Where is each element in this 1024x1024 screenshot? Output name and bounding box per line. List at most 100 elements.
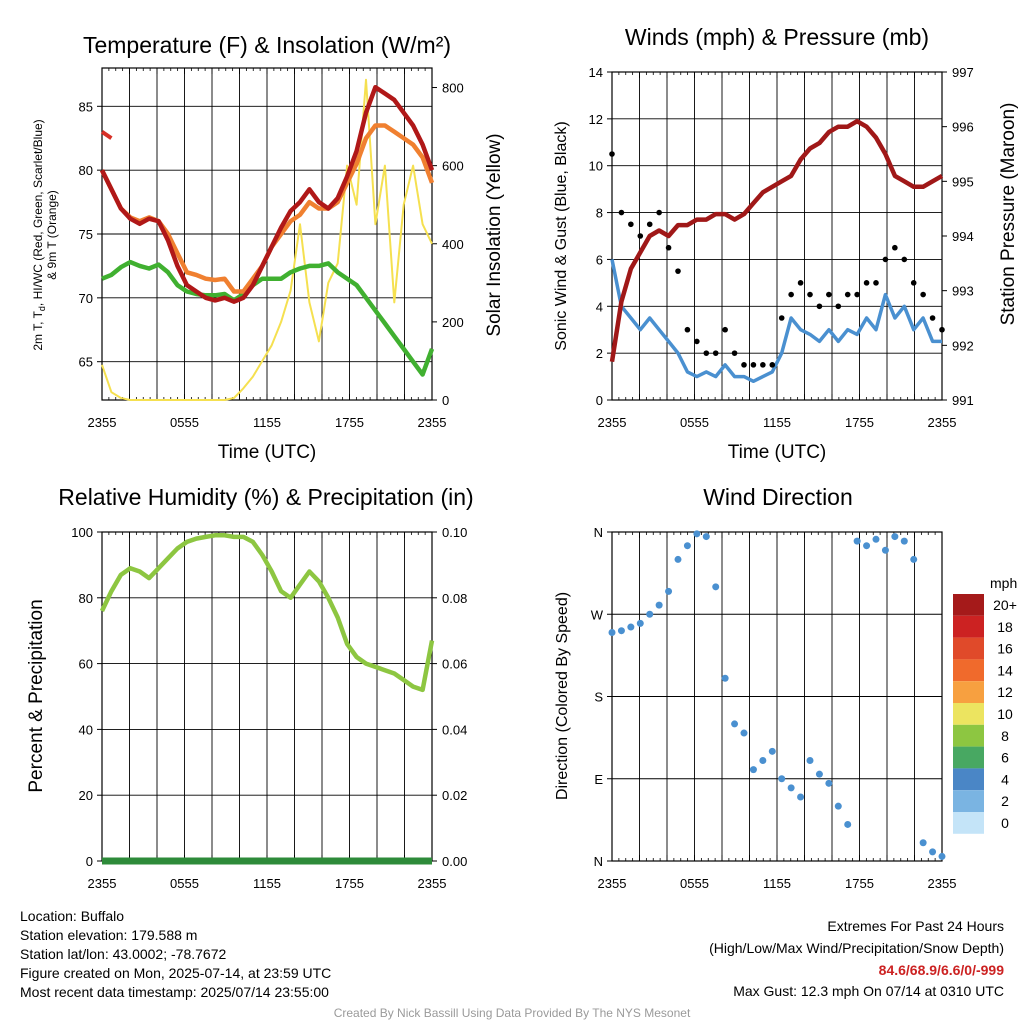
winds-chart-title: Winds (mph) & Pressure (mb) xyxy=(625,24,929,50)
gust-point xyxy=(854,291,860,298)
y-tick-label: 2 xyxy=(596,346,603,361)
temperature-ylabel-left-a: 2m T, T xyxy=(31,310,45,350)
gust-point xyxy=(760,362,766,368)
direction-point xyxy=(853,537,861,545)
temperature-plot: 65 70 75 80 85 0 200 400 600 800 2355 0555 1155 1755 2… xyxy=(79,67,464,430)
extremes-values: 84.6/68.9/6.6/0/-999 xyxy=(878,962,1004,978)
gust-point xyxy=(882,256,889,263)
legend-label: 10 xyxy=(997,706,1013,722)
gust-point xyxy=(797,280,804,286)
direction-point xyxy=(768,747,776,755)
x-tick-label: 2355 xyxy=(598,415,627,430)
direction-point xyxy=(929,848,937,856)
direction-point xyxy=(891,533,899,541)
y-tick-label: 75 xyxy=(79,227,93,242)
y2-tick-label: 600 xyxy=(442,159,464,174)
direction-point xyxy=(834,802,842,810)
temperature-ylabel-left: 2m T, Td, HI/WC (Red, Green, Scarlet/Blu… xyxy=(31,119,47,350)
legend-label: 12 xyxy=(997,684,1013,700)
legend-label: 18 xyxy=(997,619,1013,635)
gust-point xyxy=(722,326,728,333)
temperature-chart-title: Temperature (F) & Insolation (W/m²) xyxy=(83,32,451,58)
gust-point xyxy=(665,244,672,251)
series-line xyxy=(101,78,433,401)
legend-swatch xyxy=(953,703,984,725)
legend-swatch xyxy=(953,637,984,660)
legend-swatch xyxy=(953,768,984,791)
y-tick-label: 85 xyxy=(79,99,93,114)
y2-tick-label: 995 xyxy=(952,174,974,189)
y-tick-label: 10 xyxy=(589,159,603,174)
series-line xyxy=(99,533,435,693)
direction-point xyxy=(806,756,814,764)
direction-ylabel-left: Direction (Colored By Speed) xyxy=(554,592,571,800)
direction-point xyxy=(693,530,701,538)
direction-point xyxy=(646,610,654,618)
x-tick-label: 2355 xyxy=(88,415,117,430)
y2-tick-label: 994 xyxy=(952,229,974,244)
y2-tick-label: 993 xyxy=(952,284,974,299)
direction-point xyxy=(881,546,889,554)
direction-point xyxy=(721,674,729,682)
direction-plot: N E S W N 2355 0555 1155 1755 2355 xyxy=(591,525,957,891)
temperature-ylabel-right: Solar Insolation (Yellow) xyxy=(484,133,505,336)
legend-swatch xyxy=(953,594,984,616)
direction-point xyxy=(674,555,682,563)
direction-point xyxy=(844,820,852,828)
legend-swatch xyxy=(953,746,984,769)
plot-border xyxy=(101,67,433,401)
humidity-plot: 0 20 40 60 80 100 0.00 0.02 0.04 0.06 0.08 0.10 2355… xyxy=(71,525,467,891)
y-tick-label: 70 xyxy=(79,291,93,306)
gust-point xyxy=(694,338,700,345)
gust-point xyxy=(675,268,681,274)
gust-point xyxy=(835,303,842,310)
temperature-ylabel-left-b: , HI/WC (Red, Green, Scarlet/Blue) xyxy=(31,119,45,306)
y2-tick-label: 800 xyxy=(442,81,464,96)
legend-swatch xyxy=(953,724,984,747)
direction-chart-title: Wind Direction xyxy=(703,484,853,510)
direction-point xyxy=(636,619,644,627)
direction-point xyxy=(863,542,871,550)
location-text: Location: Buffalo xyxy=(20,908,125,924)
legend-swatch xyxy=(953,659,984,682)
x-tick-label: 2355 xyxy=(598,876,627,891)
x-tick-label: 2355 xyxy=(418,415,447,430)
y2-tick-label: 400 xyxy=(442,237,464,252)
gust-point xyxy=(929,315,936,321)
direction-point xyxy=(617,627,625,635)
legend-label: 6 xyxy=(1001,750,1009,766)
x-tick-label: 1155 xyxy=(763,876,791,891)
y2-tick-label: 0.06 xyxy=(442,657,467,672)
y2-tick-label: 997 xyxy=(952,65,974,80)
direction-point xyxy=(702,533,710,541)
gust-point xyxy=(901,256,908,263)
y-tick-label: 40 xyxy=(79,722,93,737)
direction-point xyxy=(655,601,663,609)
x-tick-label: 0555 xyxy=(170,415,199,430)
y2-tick-label: 996 xyxy=(952,120,974,135)
winds-ylabel-left: Sonic Wind & Gust (Blue, Black) xyxy=(553,121,570,350)
gust-point xyxy=(609,151,615,157)
x-tick-label: 1155 xyxy=(253,876,281,891)
y-tick-label: 6 xyxy=(596,252,603,267)
latlon-text: Station lat/lon: 43.0002; -78.7672 xyxy=(20,946,227,962)
series-line xyxy=(609,118,944,363)
x-tick-label: 0555 xyxy=(680,876,709,891)
gust-point xyxy=(750,362,757,368)
y-tick-label: N xyxy=(594,854,603,869)
y2-tick-label: 992 xyxy=(952,338,974,353)
gust-point xyxy=(684,326,691,333)
direction-point xyxy=(749,766,757,774)
direction-point xyxy=(787,784,795,792)
legend-swatch xyxy=(953,812,984,834)
direction-point xyxy=(919,839,927,847)
legend-label: 16 xyxy=(997,641,1013,657)
direction-point xyxy=(608,629,616,637)
y-tick-label: S xyxy=(594,690,603,705)
y2-tick-label: 0.10 xyxy=(442,525,467,540)
legend-label: 2 xyxy=(1001,793,1009,809)
extremes-info: Extremes For Past 24 Hours (High/Low/Max… xyxy=(709,917,1004,1001)
gust-point xyxy=(920,291,926,298)
legend-label: 0 xyxy=(1001,815,1009,831)
